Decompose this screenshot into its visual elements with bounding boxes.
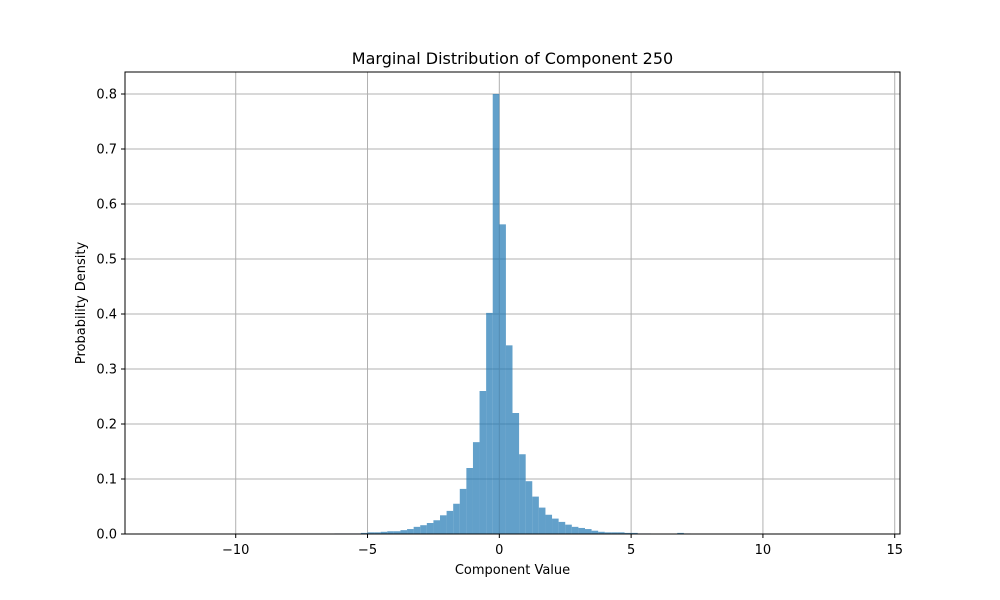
histogram-bar	[538, 507, 546, 534]
histogram-bar	[584, 529, 592, 534]
histogram-bar	[387, 531, 394, 534]
histogram-bar	[565, 524, 572, 534]
histogram-bar	[604, 532, 612, 534]
histogram-bar	[433, 520, 441, 534]
histogram-bar	[380, 531, 388, 534]
histogram-bar	[624, 532, 632, 534]
histogram-bar	[492, 94, 500, 534]
histogram-bar	[393, 531, 401, 534]
histogram-bar	[505, 345, 513, 534]
histogram-bar	[617, 532, 625, 534]
histogram-bar	[545, 514, 553, 534]
histogram-bar	[472, 442, 480, 534]
x-tick-label: 5	[627, 543, 635, 558]
histogram-bar	[407, 529, 414, 534]
x-tick-label: −10	[222, 543, 249, 558]
histogram-bar	[578, 527, 585, 534]
histogram-bar	[486, 312, 493, 534]
y-tick-label: 0.5	[96, 253, 117, 268]
y-tick-label: 0.3	[96, 363, 117, 378]
histogram-bar	[499, 224, 506, 534]
y-tick-label: 0.1	[96, 473, 117, 488]
histogram-bars	[334, 94, 691, 534]
histogram-bar	[360, 532, 368, 534]
histogram-bar	[374, 532, 381, 534]
histogram-bar	[598, 531, 605, 534]
histogram-bar	[440, 515, 447, 534]
y-tick-label: 0.2	[96, 418, 117, 433]
histogram-bar	[677, 532, 684, 534]
histogram-bar	[525, 481, 533, 534]
chart-title: Marginal Distribution of Component 250	[352, 49, 673, 68]
histogram-bar	[413, 526, 421, 534]
x-tick-label: 15	[886, 543, 903, 558]
histogram-bar	[466, 468, 473, 534]
histogram-bar	[591, 530, 599, 534]
grid-lines	[125, 72, 900, 535]
x-tick-label: −5	[358, 543, 377, 558]
histogram-bar	[519, 454, 526, 534]
y-tick-label: 0.6	[96, 198, 117, 213]
x-axis-label: Component Value	[455, 563, 570, 578]
y-tick-label: 0.7	[96, 143, 117, 158]
histogram-bar	[420, 525, 427, 534]
x-tick-label: 10	[755, 543, 772, 558]
y-axis-label: Probability Density	[74, 242, 89, 365]
histogram-bar	[571, 526, 579, 534]
histogram-bar	[400, 530, 408, 534]
histogram-bar	[512, 413, 520, 534]
histogram-bar	[459, 488, 467, 534]
y-tick-label: 0.8	[96, 88, 117, 103]
histogram-bar	[479, 391, 487, 534]
histogram-bar	[446, 510, 454, 534]
plot-frame	[124, 71, 901, 535]
histogram-bar	[631, 532, 638, 534]
histogram-bar	[532, 496, 539, 534]
axis-ticks: −10 −5 0 5 10 15 0.0 0.1 0.2 0.3 0.4 0.5 0.6 0.7 0.8	[96, 88, 903, 559]
histogram-bar	[552, 518, 559, 534]
histogram-bar	[558, 521, 566, 534]
histogram-bar	[367, 532, 375, 534]
x-tick-label: 0	[495, 543, 503, 558]
histogram-bar	[426, 523, 434, 534]
histogram-bar	[453, 503, 460, 534]
y-tick-label: 0.4	[96, 308, 117, 323]
histogram-bar	[611, 532, 618, 534]
y-tick-label: 0.0	[96, 528, 117, 543]
